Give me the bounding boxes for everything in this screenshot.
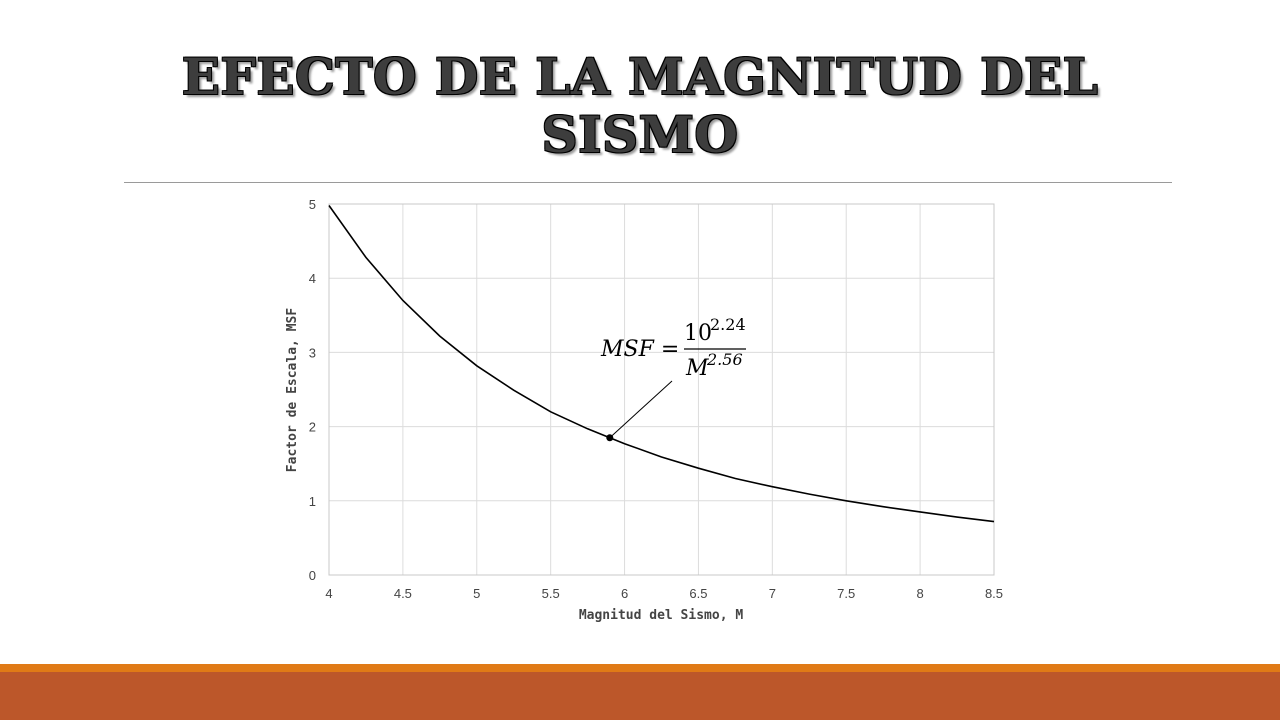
y-tick-labels: 0 1 2 3 4 5 bbox=[309, 197, 316, 583]
msf-formula: MSF = 10 2.24 M 2.56 bbox=[600, 315, 746, 381]
y-tick-label: 2 bbox=[309, 420, 316, 435]
x-axis-label: Magnitud del Sismo, M bbox=[579, 608, 744, 623]
x-tick-label: 6.5 bbox=[689, 586, 707, 601]
x-tick-label: 8.5 bbox=[985, 586, 1003, 601]
msf-chart: 4 4.5 5 5.5 6 6.5 7 7.5 8 8.5 0 1 2 3 4 5 Magnitud del… bbox=[285, 197, 1003, 623]
slide-title-line-2: SISMO bbox=[541, 105, 739, 164]
x-tick-label: 6 bbox=[621, 586, 628, 601]
msf-curve bbox=[328, 205, 995, 523]
annotation-leader-line bbox=[609, 380, 673, 439]
y-axis-label: Factor de Escala, MSF bbox=[285, 308, 300, 473]
x-tick-label: 5 bbox=[473, 586, 480, 601]
y-tick-label: 4 bbox=[309, 271, 316, 286]
x-tick-label: 5.5 bbox=[542, 586, 560, 601]
x-tick-label: 4 bbox=[325, 586, 332, 601]
x-tick-label: 7 bbox=[769, 586, 776, 601]
x-tick-label: 4.5 bbox=[394, 586, 412, 601]
x-tick-label: 7.5 bbox=[837, 586, 855, 601]
formula-numerator-base: 10 bbox=[684, 321, 712, 346]
formula-lhs: MSF = bbox=[600, 337, 679, 362]
slide-title-line-1: EFECTO DE LA MAGNITUD DEL bbox=[181, 47, 1099, 106]
x-tick-labels: 4 4.5 5 5.5 6 6.5 7 7.5 8 8.5 bbox=[325, 586, 1003, 601]
formula-numerator-exponent: 2.24 bbox=[710, 315, 746, 334]
title-divider bbox=[124, 182, 1172, 183]
formula-denominator-base: M bbox=[685, 356, 709, 381]
footer-bar bbox=[0, 672, 1280, 720]
formula-denominator-exponent: 2.56 bbox=[706, 350, 743, 369]
footer-accent-bar bbox=[0, 664, 1280, 672]
y-tick-label: 0 bbox=[309, 568, 316, 583]
annotation-point-marker bbox=[606, 434, 614, 442]
y-tick-label: 3 bbox=[309, 345, 316, 360]
y-tick-label: 1 bbox=[309, 494, 316, 509]
chart-grid bbox=[328, 203, 995, 576]
slide-title: EFECTO DE LA MAGNITUD DEL SISMO bbox=[0, 48, 1280, 164]
x-tick-label: 8 bbox=[916, 586, 923, 601]
plot-area-border bbox=[328, 203, 995, 576]
y-tick-label: 5 bbox=[309, 197, 316, 212]
